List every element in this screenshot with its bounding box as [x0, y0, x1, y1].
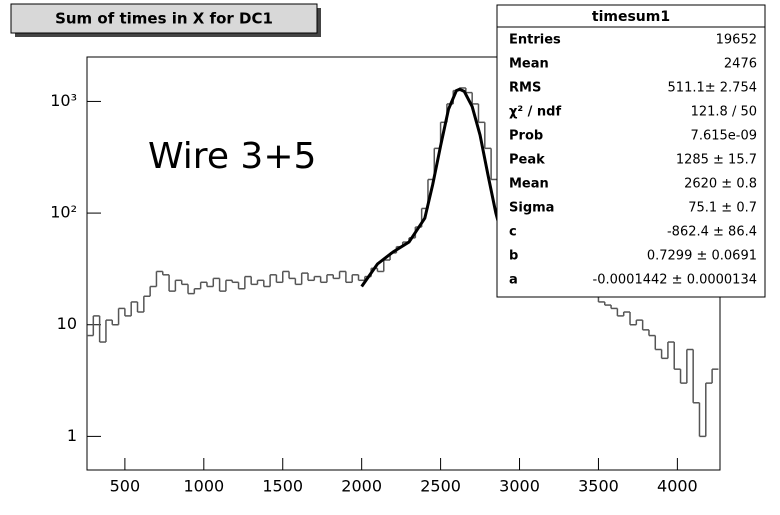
y-tick-label: 10²: [50, 203, 77, 222]
title-box: [10, 3, 318, 34]
stats-value: 75.1 ± 0.7: [688, 201, 757, 216]
stats-label: b: [509, 249, 518, 264]
stats-value: 2620 ± 0.8: [684, 177, 757, 192]
stats-box: timesum1 Entries 19652 Mean 2476 RMS 511.1± 2.…: [496, 4, 766, 298]
stats-value: 511.1± 2.754: [668, 81, 757, 96]
stats-value: 7.615e-09: [691, 129, 757, 144]
fit-curve: [360, 87, 506, 288]
x-tick-label: 500: [110, 477, 141, 496]
chart-title: Sum of times in X for DC1: [55, 10, 273, 28]
stats-frame: [496, 4, 766, 298]
stats-value: 0.7299 ± 0.0691: [647, 249, 757, 264]
y-tick-label: 10³: [50, 91, 77, 110]
stats-label: Prob: [509, 129, 543, 144]
stats-label: Mean: [509, 57, 549, 72]
stats-label: Mean: [509, 177, 549, 192]
stats-label: RMS: [509, 81, 541, 96]
stats-value: 121.8 / 50: [691, 105, 757, 120]
annotation: Wire 3+5: [148, 136, 316, 177]
stats-label: c: [509, 225, 517, 240]
stats-value: -862.4 ± 86.4: [667, 225, 757, 240]
stats-label: Peak: [509, 153, 545, 168]
y-tick-label: 10: [57, 314, 77, 333]
x-tick-label: 1000: [183, 477, 224, 496]
x-tick-label: 2000: [341, 477, 382, 496]
stats-label: a: [509, 273, 518, 288]
stats-label: χ² / ndf: [509, 105, 561, 120]
x-tick-label: 3500: [578, 477, 619, 496]
stats-value: 19652: [716, 33, 757, 48]
y-tick-label: 1: [67, 426, 77, 445]
stats-value: -0.0001442 ± 0.0000134: [593, 273, 757, 288]
x-tick-label: 2500: [420, 477, 461, 496]
x-tick-label: 4000: [657, 477, 698, 496]
stats-title: timesum1: [592, 9, 670, 25]
stats-value: 1285 ± 15.7: [676, 153, 757, 168]
x-tick-label: 1500: [262, 477, 303, 496]
stats-label: Sigma: [509, 201, 554, 216]
stats-value: 2476: [724, 57, 757, 72]
x-tick-label: 3000: [499, 477, 540, 496]
stats-label: Entries: [509, 33, 561, 48]
